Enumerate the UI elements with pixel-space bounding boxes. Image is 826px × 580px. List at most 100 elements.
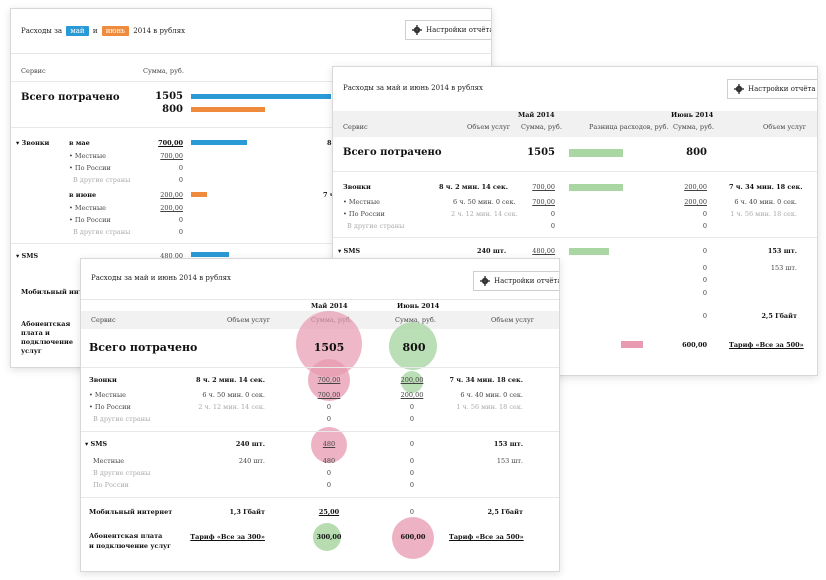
other-june: 0	[409, 415, 415, 423]
total-may: 1505	[155, 91, 183, 102]
sub-june: 600,00	[400, 533, 426, 541]
local-june[interactable]: 200,00	[400, 391, 424, 399]
russia-label[interactable]: • По России	[69, 164, 111, 172]
total-label: Всего потрачено	[21, 92, 120, 103]
june-header: Июнь 2014	[671, 111, 714, 119]
settings-label: Настройки отчёта	[494, 277, 560, 285]
sms-label[interactable]: ▾ SMS	[338, 247, 361, 255]
gear-icon	[412, 25, 422, 35]
russia-label-june[interactable]: • По России	[69, 216, 111, 224]
sms-sub3-june: 0	[702, 289, 707, 297]
col-volume-june: Объем услуг	[491, 316, 535, 324]
local-june[interactable]: 200,00	[684, 198, 707, 206]
report-card-bubbles: Расходы за май и июнь 2014 в рублях Наст…	[80, 258, 560, 572]
calls-june[interactable]: 200,00	[400, 376, 424, 384]
sms-local-june: 0	[409, 457, 415, 465]
col-diff: Разница расходов, руб.	[589, 123, 669, 131]
local-june[interactable]: 200,00	[160, 204, 183, 212]
calls-may[interactable]: 700,00	[532, 183, 555, 191]
report-header: Расходы за май и июнь 2014 в рублях Наст…	[333, 67, 817, 112]
local-label[interactable]: • Местные	[89, 391, 126, 399]
russia-label[interactable]: • По России	[89, 403, 131, 411]
report-title: Расходы за май и июнь 2014 в рублях	[343, 84, 483, 92]
settings-label: Настройки отчёта	[426, 26, 492, 34]
sms-sub1-june: 0	[702, 264, 707, 272]
sub-label-2: и подключение услуг	[89, 542, 172, 550]
bubble-total-june	[389, 322, 437, 370]
diff-bar-sms	[569, 248, 609, 255]
calls-june[interactable]: 200,00	[160, 191, 183, 199]
sub-tariff-june[interactable]: Тариф «Все за 500»	[449, 533, 524, 541]
calls-may[interactable]: 700,00	[158, 139, 183, 147]
local-vol-may: 6 ч. 50 мин. 0 сек.	[202, 391, 265, 399]
report-settings-button[interactable]: Настройки отчёта	[473, 271, 560, 291]
internet-may[interactable]: 25,00	[318, 508, 340, 516]
local-label[interactable]: • Местные	[69, 152, 106, 160]
bubble-calls-may	[308, 359, 350, 401]
divider	[11, 81, 491, 82]
other-may: 0	[178, 176, 183, 184]
may-chip[interactable]: май	[66, 26, 89, 36]
calls-vol-june: 7 ч. 34 мин. 18 сек.	[449, 376, 524, 384]
bubble-sub-may	[313, 523, 341, 551]
sms-label[interactable]: ▾ SMS	[16, 252, 39, 260]
in-may-label: в мае	[69, 139, 90, 147]
calls-vol-may: 8 ч. 2 мин. 14 сек.	[196, 376, 265, 384]
bubble-sms-may	[311, 427, 347, 463]
other-june: 0	[178, 228, 183, 236]
other-label: В другие страны	[347, 222, 405, 230]
col-sum-may: Сумма, руб.	[521, 123, 562, 131]
calls-may[interactable]: 700,00	[317, 376, 341, 384]
russia-may: 0	[326, 403, 332, 411]
in-june-label: в июне	[69, 191, 97, 199]
header-band	[333, 111, 817, 137]
calls-label: Звонки	[89, 376, 117, 384]
sms-russia-may: 0	[326, 481, 332, 489]
sms-june: 0	[702, 247, 707, 255]
local-may[interactable]: 700,00	[160, 152, 183, 160]
sms-vol-june: 153 шт.	[767, 247, 797, 255]
calls-june[interactable]: 200,00	[684, 183, 707, 191]
report-settings-button[interactable]: Настройки отчёта	[727, 79, 817, 99]
sub-tariff-may[interactable]: Тариф «Все за 300»	[190, 533, 265, 541]
sms-other-label: В другие страны	[93, 469, 151, 477]
sub-tariff-june[interactable]: Тариф «Все за 500»	[729, 341, 804, 349]
sms-may[interactable]: 480,00	[532, 247, 555, 255]
sub-may: 300,00	[316, 533, 342, 541]
report-settings-button[interactable]: Настройки отчёта	[405, 20, 492, 40]
local-may[interactable]: 700,00	[317, 391, 341, 399]
col-service: Сервис	[91, 316, 116, 324]
internet-june: 0	[702, 312, 707, 320]
total-may: 1505	[313, 341, 345, 354]
russia-vol-june: 1 ч. 56 мин. 18 сек.	[456, 403, 523, 411]
gear-icon	[734, 84, 744, 94]
sms-local-vol-june: 153 шт.	[496, 457, 523, 465]
russia-vol-june: 1 ч. 56 мин. 18 сек.	[730, 210, 797, 218]
total-june-bar	[191, 107, 265, 112]
title-and: и	[92, 27, 98, 35]
report-header: Расходы за май и июнь 2014 в рублях Наст…	[11, 9, 491, 54]
sms-may[interactable]: 480	[322, 440, 336, 448]
sms-may[interactable]: 480,00	[160, 252, 183, 260]
sms-russia-june: 0	[409, 481, 415, 489]
sms-label[interactable]: ▾ SMS	[85, 440, 108, 448]
june-chip[interactable]: июнь	[101, 26, 129, 36]
local-label[interactable]: • Местные	[343, 198, 380, 206]
col-sum: Сумма, руб.	[143, 67, 184, 75]
internet-vol-june: 2,5 Гбайт	[761, 312, 797, 320]
internet-label: Мобильный интернет	[89, 508, 173, 516]
calls-vol-june: 7 ч. 34 мин. 18 сек.	[729, 183, 803, 191]
report-header: Расходы за май и июнь 2014 в рублях Наст…	[81, 259, 559, 300]
local-may[interactable]: 700,00	[532, 198, 555, 206]
diff-bar-total	[569, 149, 623, 157]
russia-may: 0	[178, 164, 183, 172]
other-may: 0	[550, 222, 555, 230]
local-label-june[interactable]: • Местные	[69, 204, 106, 212]
russia-label[interactable]: • По России	[343, 210, 385, 218]
divider	[81, 431, 559, 432]
total-june: 800	[162, 104, 183, 115]
calls-label[interactable]: ▾ Звонки	[16, 139, 50, 147]
col-volume-june: Объем услуг	[763, 123, 807, 131]
col-volume: Объем услуг	[227, 316, 271, 324]
diff-bar-sub	[621, 341, 643, 348]
